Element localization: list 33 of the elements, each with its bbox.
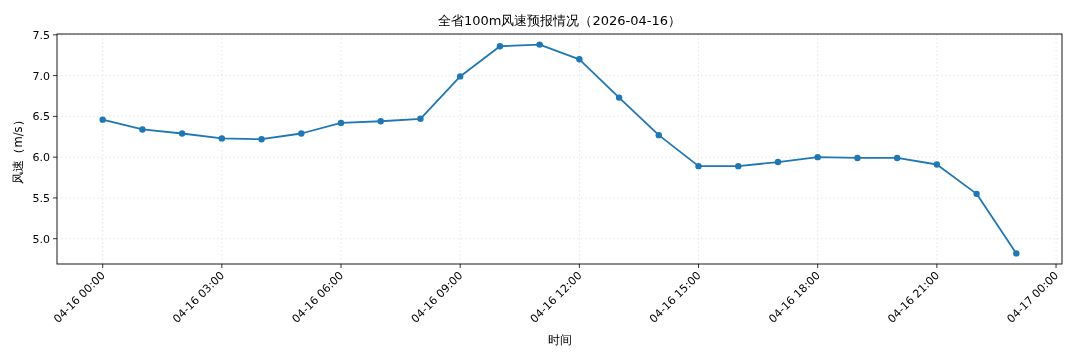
ytick: 7.0 bbox=[32, 69, 50, 83]
point bbox=[178, 130, 186, 137]
point bbox=[1013, 250, 1020, 257]
point bbox=[695, 162, 702, 170]
point bbox=[298, 130, 305, 137]
point bbox=[814, 153, 821, 161]
point bbox=[735, 162, 742, 170]
xlabel: 时间 bbox=[547, 333, 572, 347]
point bbox=[576, 56, 583, 63]
ylabel: 风速（m/s） bbox=[11, 114, 25, 184]
title: 全省100m风速预报情况（2026-04-16） bbox=[438, 13, 681, 28]
point bbox=[893, 154, 901, 162]
ytick: 5.5 bbox=[32, 191, 50, 205]
point bbox=[417, 115, 424, 123]
point bbox=[655, 131, 663, 139]
point bbox=[496, 43, 504, 50]
ytick: 6.5 bbox=[32, 110, 50, 124]
point bbox=[337, 119, 345, 127]
point bbox=[615, 94, 623, 101]
point bbox=[774, 158, 782, 166]
ytick: 7.5 bbox=[32, 28, 50, 42]
point bbox=[258, 136, 265, 143]
ytick: 5.0 bbox=[32, 232, 50, 246]
point bbox=[536, 41, 543, 48]
ytick: 6.0 bbox=[32, 151, 50, 165]
point bbox=[854, 154, 861, 162]
point bbox=[377, 118, 384, 125]
point bbox=[139, 126, 146, 133]
point bbox=[973, 190, 980, 198]
point bbox=[456, 73, 464, 80]
point bbox=[218, 135, 226, 142]
point bbox=[933, 161, 941, 168]
point bbox=[99, 116, 106, 123]
